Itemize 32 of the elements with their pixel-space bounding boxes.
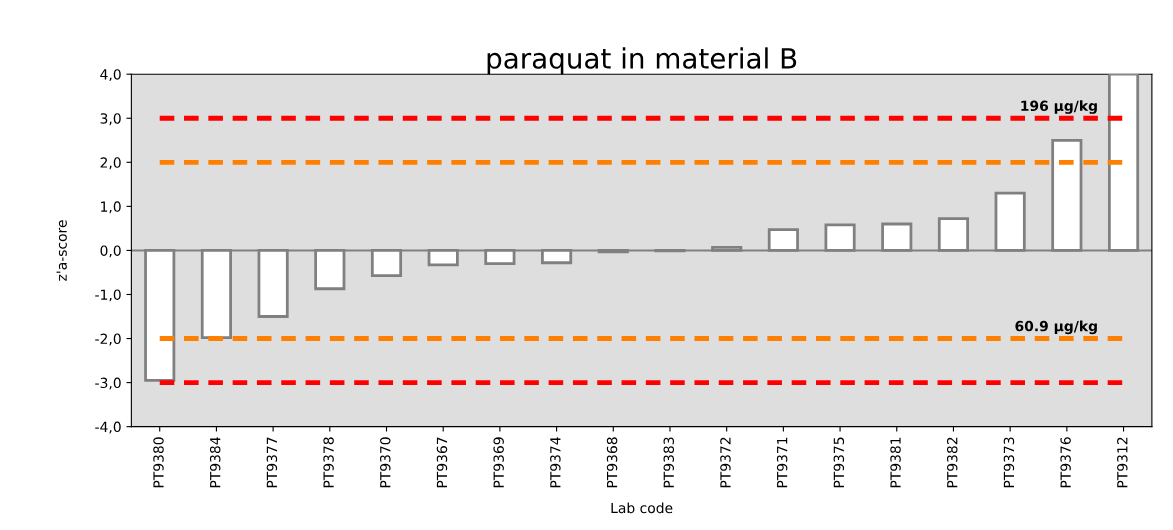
x-tick-label: PT9384: [209, 437, 221, 488]
x-tick-label: PT9312: [1117, 437, 1128, 488]
x-tick-label: PT9381: [890, 437, 901, 488]
y-tick-label: 0,0: [100, 245, 121, 258]
y-tick-label: -2,0: [95, 333, 121, 346]
x-tick-label: PT9367: [436, 437, 448, 488]
x-tick-label: PT9372: [720, 437, 731, 488]
x-axis-title: Lab code: [611, 502, 673, 514]
x-tick-label: PT9370: [380, 437, 391, 488]
x-tick-label: PT9378: [323, 437, 334, 488]
y-axis-title: z'a-score: [56, 220, 67, 281]
y-tick-label: -1,0: [95, 289, 121, 302]
x-tick-label: PT9383: [663, 437, 675, 488]
x-tick-label: PT9382: [946, 437, 958, 488]
x-tick-label: PT9373: [1003, 437, 1015, 488]
ref-line-label: 196 µg/kg: [1021, 100, 1097, 114]
x-tick-label: PT9376: [1060, 437, 1071, 488]
y-tick-label: -4,0: [95, 421, 121, 434]
x-tick-label: PT9369: [493, 437, 504, 488]
y-tick-label: 1,0: [101, 201, 121, 214]
x-tick-label: PT9371: [776, 437, 788, 488]
y-tick-label: 4,0: [100, 69, 121, 82]
ref-line-label: 60.9 µg/kg: [1015, 320, 1097, 335]
x-tick-label: PT9374: [550, 437, 561, 488]
y-tick-label: 2,0: [100, 157, 121, 170]
y-tick-label: -3,0: [95, 377, 121, 390]
x-tick-label: PT9375: [833, 437, 845, 488]
chart-title: paraquat in material B: [487, 47, 797, 75]
x-tick-label: PT9380: [153, 437, 164, 488]
y-tick-label: 3,0: [100, 113, 121, 126]
x-tick-label: PT9368: [606, 437, 618, 488]
x-tick-label: PT9377: [266, 437, 278, 488]
